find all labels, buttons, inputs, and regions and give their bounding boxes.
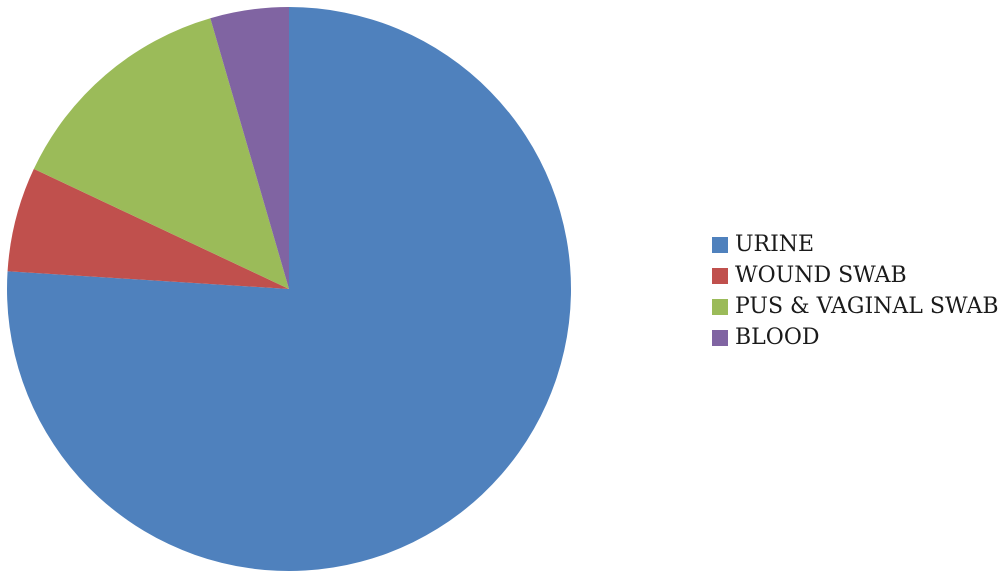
pie-slice-pus-vaginal-swab <box>33 18 290 289</box>
legend: URINE WOUND SWAB PUS & VAGINAL SWAB BLOO… <box>712 229 999 353</box>
legend-item-pus-vaginal-swab: PUS & VAGINAL SWAB <box>712 291 999 322</box>
legend-label-wound-swab: WOUND SWAB <box>735 263 907 288</box>
legend-item-urine: URINE <box>712 229 999 260</box>
legend-item-wound-swab: WOUND SWAB <box>712 260 999 291</box>
pie-slice-urine <box>7 7 572 571</box>
legend-swatch-pus-vaginal-swab <box>712 298 728 315</box>
legend-item-blood: BLOOD <box>712 322 999 353</box>
legend-label-pus-vaginal-swab: PUS & VAGINAL SWAB <box>735 294 999 319</box>
legend-swatch-urine <box>712 236 728 253</box>
pie-slice-wound-swab <box>7 168 290 289</box>
legend-swatch-wound-swab <box>712 267 728 284</box>
legend-label-urine: URINE <box>735 232 815 257</box>
legend-label-blood: BLOOD <box>735 325 820 350</box>
pie-slice-blood <box>210 7 289 289</box>
legend-swatch-blood <box>712 329 728 346</box>
